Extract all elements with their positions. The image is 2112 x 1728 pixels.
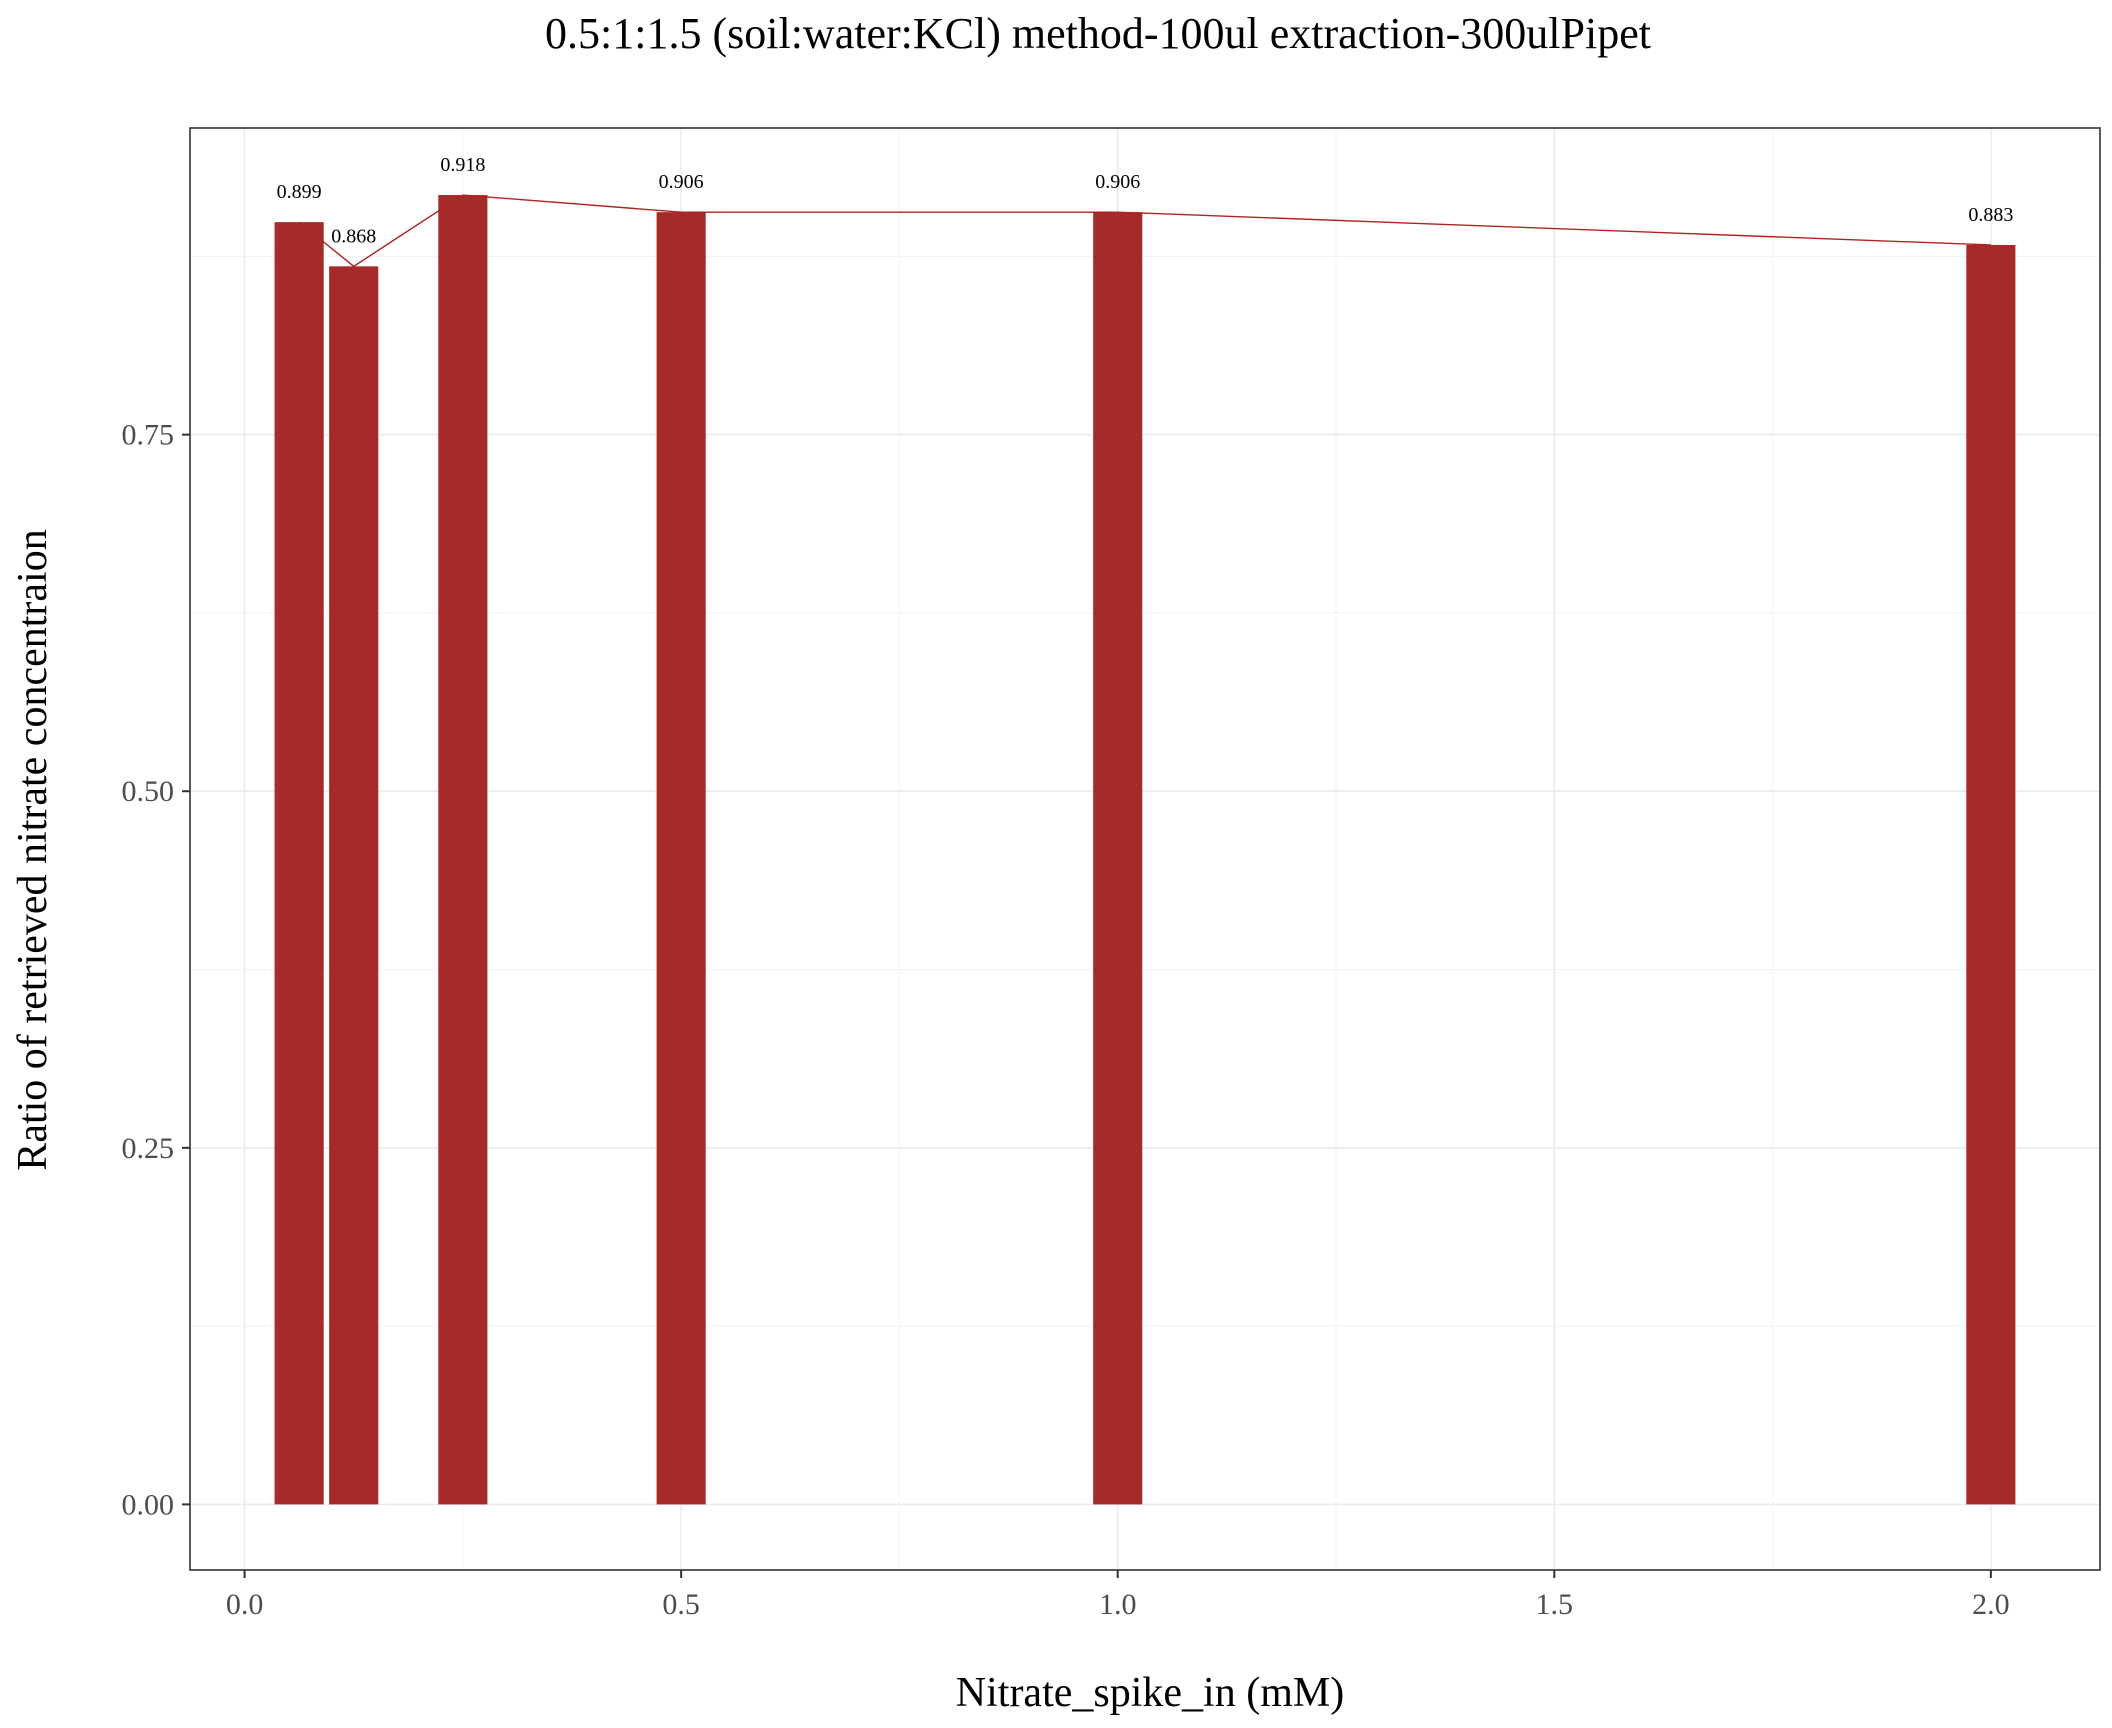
- x-tick-label: 0.5: [662, 1588, 700, 1621]
- data-label: 0.906: [659, 171, 704, 193]
- chart-title: 0.5:1:1.5 (soil:water:KCl) method-100ul …: [545, 9, 1651, 58]
- data-label: 0.899: [277, 181, 322, 203]
- bars: [274, 195, 2016, 1505]
- x-tick-label: 2.0: [1972, 1588, 2010, 1621]
- x-tick-label: 0.0: [226, 1588, 264, 1621]
- y-axis: 0.00 0.25 0.50 0.75: [122, 419, 190, 1521]
- x-axis: 0.0 0.5 1.0 1.5 2.0: [226, 1570, 2010, 1621]
- bar: [656, 212, 706, 1505]
- y-tick-label: 0.00: [122, 1488, 175, 1521]
- y-tick-label: 0.25: [122, 1132, 175, 1165]
- series-line-path: [298, 194, 1991, 268]
- y-tick-label: 0.50: [122, 775, 175, 808]
- data-label: 0.883: [1968, 204, 2013, 226]
- data-labels: 0.899 0.868 0.918 0.906 0.906 0.883: [277, 154, 2014, 247]
- bar: [1966, 244, 2016, 1505]
- data-label: 0.868: [331, 225, 376, 247]
- y-axis-title: Ratio of retrieved nitrate concentraion: [10, 529, 56, 1170]
- data-label: 0.906: [1095, 171, 1140, 193]
- bar: [274, 222, 324, 1505]
- data-label: 0.918: [440, 154, 485, 176]
- panel-border: [189, 127, 2101, 1571]
- bar: [329, 266, 379, 1505]
- x-tick-label: 1.0: [1099, 1588, 1137, 1621]
- x-tick-label: 1.5: [1536, 1588, 1574, 1621]
- bar: [438, 195, 488, 1505]
- y-tick-label: 0.75: [122, 419, 175, 452]
- bar: [1093, 212, 1143, 1505]
- series-line: [298, 194, 1991, 268]
- x-axis-title: Nitrate_spike_in (mM): [956, 1670, 1344, 1716]
